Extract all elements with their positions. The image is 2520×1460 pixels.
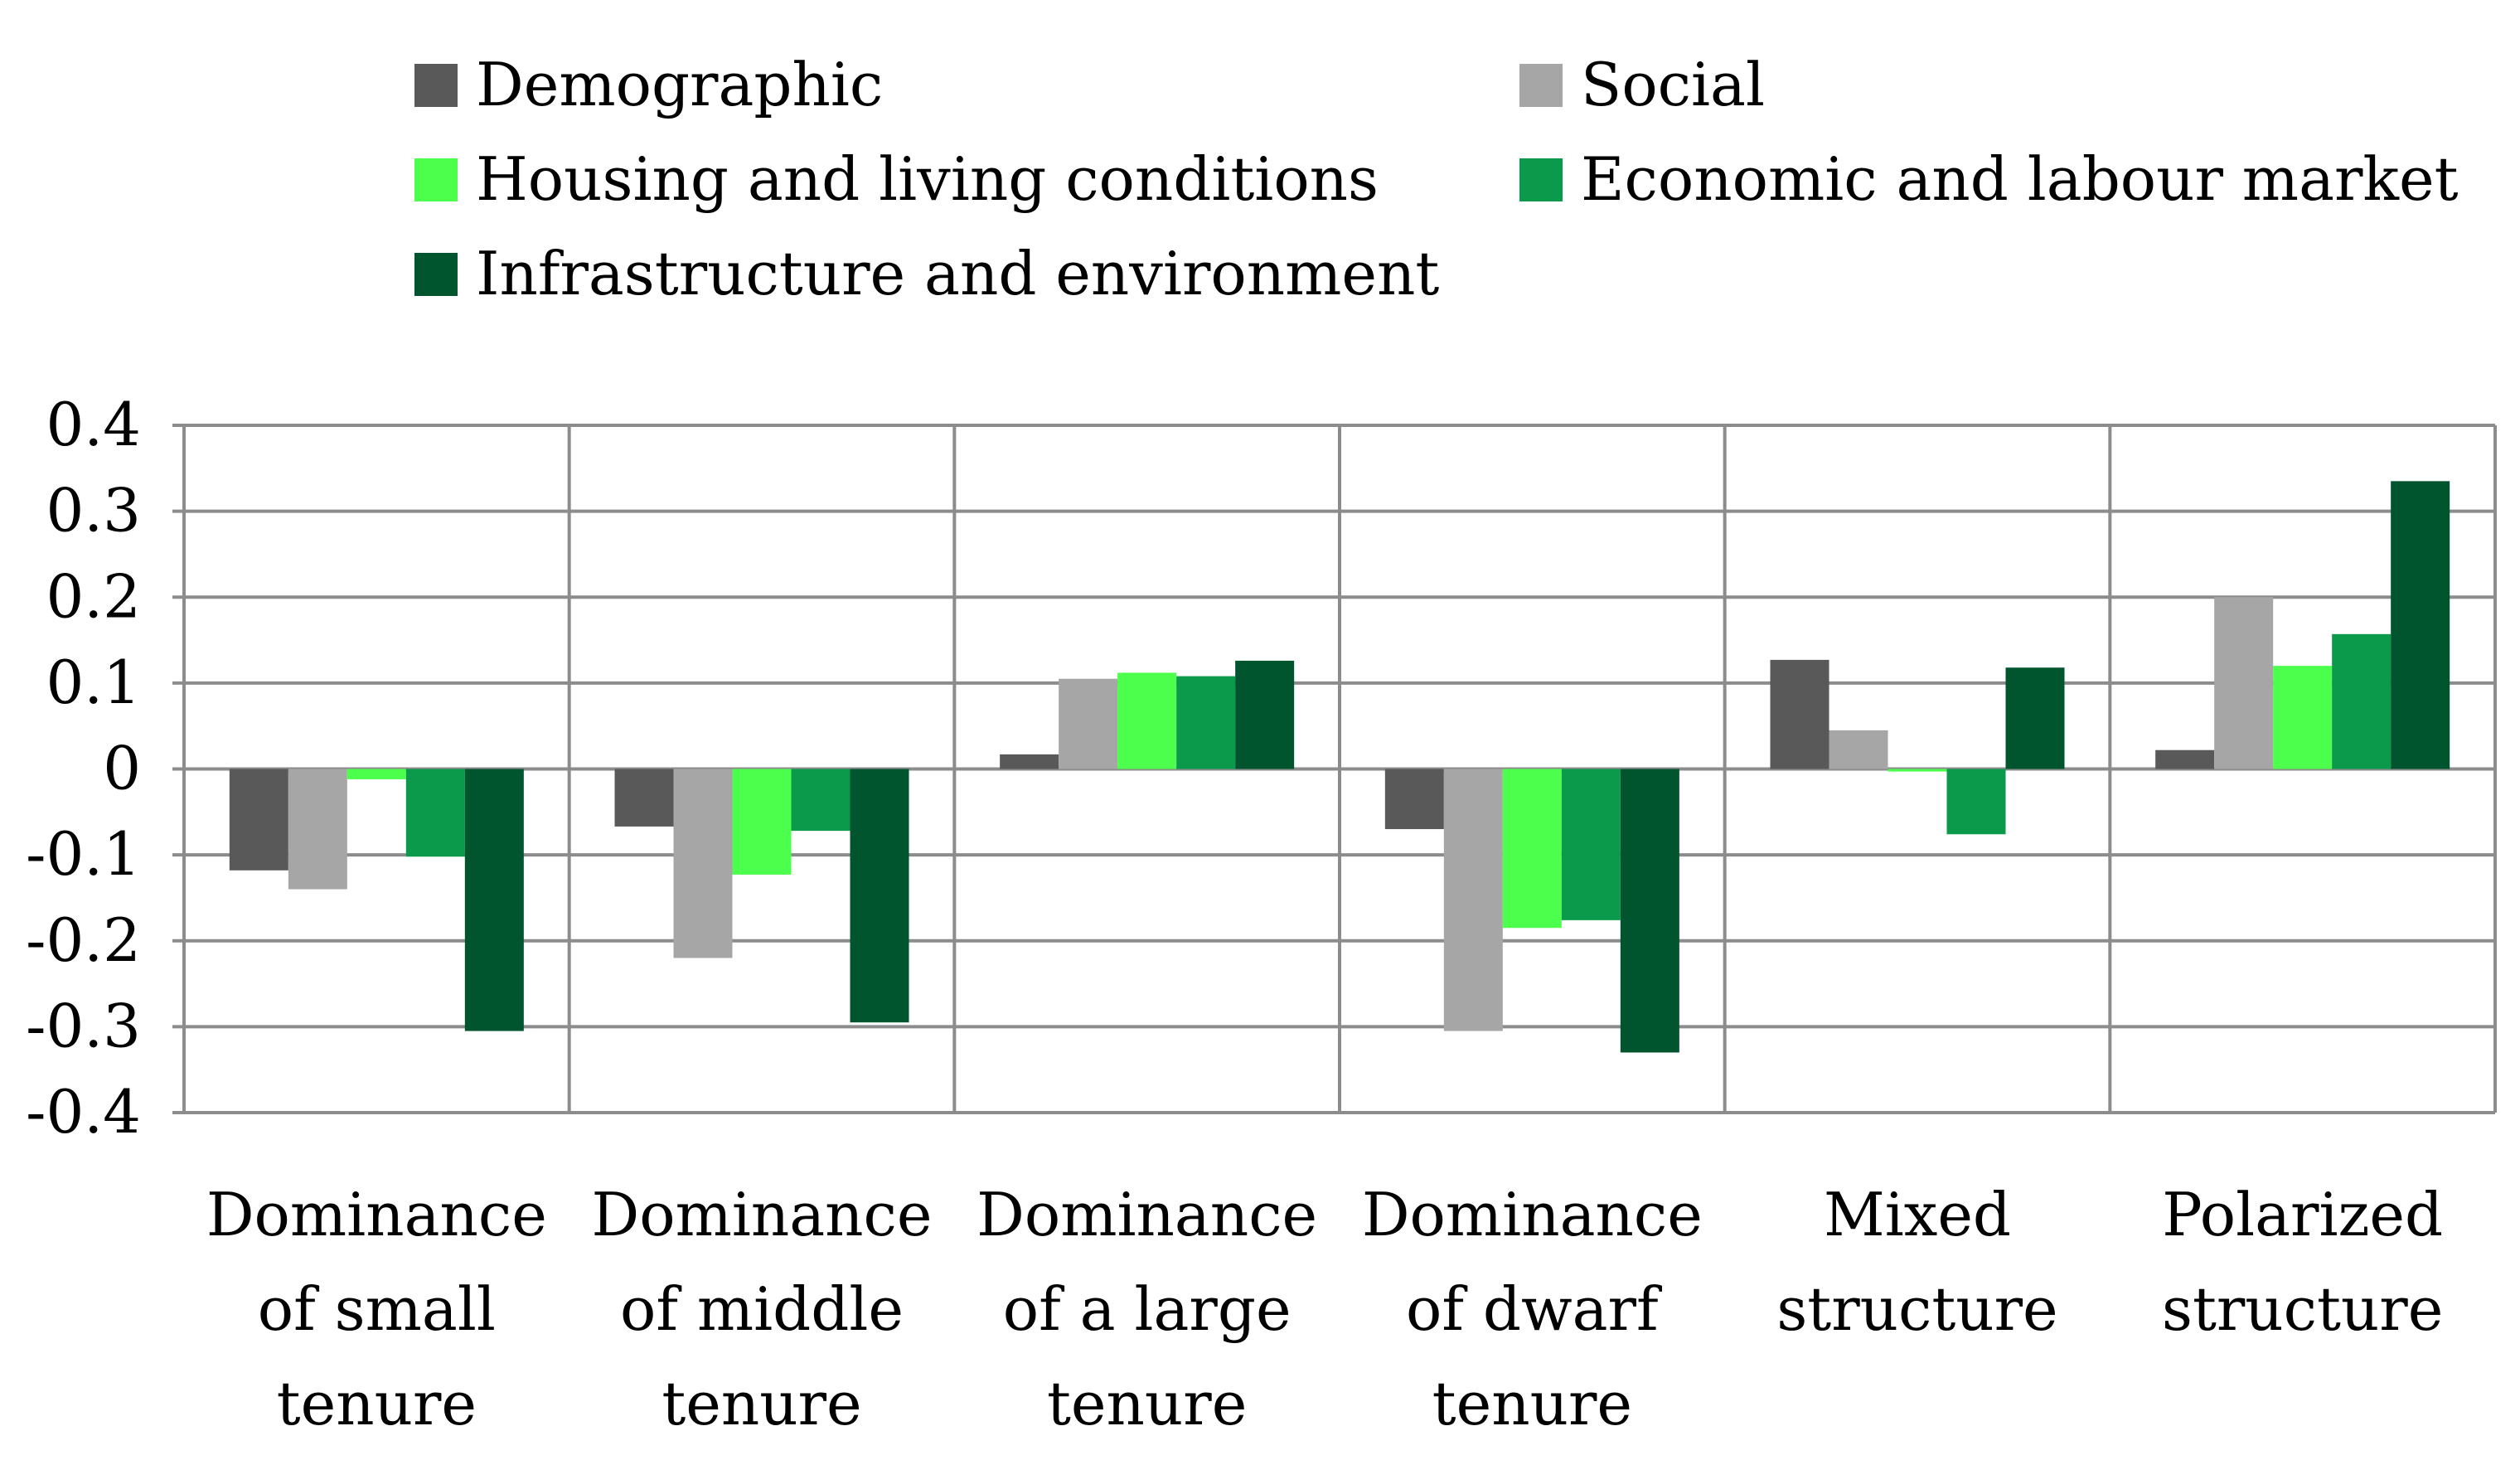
legend-economic-and-labour-market-swatch [1519,158,1563,201]
legend-social-swatch [1519,64,1563,107]
x-tick-labels: Dominance of small tenure Dominance of middl… [206,1180,2443,1438]
bar-cat4-series3 [1946,769,2006,835]
y-tick-label: -0.2 [26,905,141,975]
x-tick-label: tenure [1047,1369,1247,1438]
bar-cat1-series4 [850,769,909,1023]
legend-demographic-swatch [414,64,458,107]
bar-cat0-series2 [346,769,406,779]
bar-cat2-series0 [1000,754,1059,769]
x-tick-label: tenure [277,1369,477,1438]
bar-cat5-series0 [2155,749,2215,769]
y-tick-label: -0.3 [26,991,141,1060]
bar-cat5-series1 [2214,597,2274,769]
x-tick-label: Dominance [976,1180,1317,1249]
legend-housing-and-living-conditions-swatch [414,158,458,201]
legend-demographic-label: Demographic [476,50,883,119]
x-tick-label: structure [2162,1274,2443,1344]
y-tick-label: 0.1 [46,648,141,717]
y-tick-label: -0.1 [26,819,141,889]
x-tick-label: tenure [1432,1369,1632,1438]
x-tick-label: of a large [1003,1274,1292,1344]
bar-cat4-series2 [1888,769,1947,772]
x-tick-label: tenure [662,1369,861,1438]
x-tick-label: of small [258,1274,496,1344]
bar-cat2-series4 [1235,660,1295,769]
bar-cat0-series1 [288,769,347,890]
bar-cat0-series4 [464,769,524,1031]
x-tick-label: structure [1776,1274,2057,1344]
bar-cat0-series3 [405,769,465,857]
bar-cat1-series3 [791,769,850,832]
bar-cat2-series2 [1117,672,1177,769]
x-tick-label: of middle [620,1274,904,1344]
legend: Demographic Social Housing and living cond… [414,50,2459,308]
legend-social-label: Social [1581,50,1765,119]
y-tick-label: 0.3 [46,476,141,546]
legend-housing-and-living-conditions-label: Housing and living conditions [476,144,1379,214]
bar-cat5-series4 [2391,481,2450,769]
bar-cat3-series1 [1443,769,1503,1031]
bar-cat1-series1 [673,769,733,958]
y-tick-label: -0.4 [26,1077,141,1147]
gridlines [184,424,2497,1114]
bar-cat3-series0 [1384,769,1444,830]
bar-cat3-series3 [1561,769,1621,920]
x-tick-label: of dwarf [1406,1274,1662,1344]
y-tick-label: 0.2 [46,561,141,631]
bar-cat2-series1 [1059,678,1118,769]
bar-cat4-series0 [1770,659,1829,769]
x-tick-label: Mixed [1824,1180,2011,1249]
legend-infrastructure-and-environment-swatch [414,253,458,296]
bar-cat4-series1 [1829,730,1888,769]
y-tick-label: 0 [103,734,141,803]
legend-economic-and-labour-market-label: Economic and labour market [1581,144,2459,214]
bar-cat3-series2 [1502,769,1562,929]
bar-cat4-series4 [2005,667,2065,769]
x-tick-label: Dominance [1362,1180,1703,1249]
bar-cat0-series0 [229,769,288,871]
bar-cat3-series4 [1620,769,1679,1053]
bar-cat5-series3 [2332,633,2392,769]
bar-cat1-series0 [614,769,674,827]
bars [229,481,2450,1053]
bar-cat1-series2 [732,769,792,875]
bar-cat5-series2 [2273,666,2333,769]
y-tick-labels: 0.4 0.3 0.2 0.1 0 -0.1 -0.2 -0.3 -0.4 [26,390,141,1147]
bar-cat2-series3 [1176,676,1236,769]
axes [172,424,186,1114]
x-tick-label: Dominance [592,1180,933,1249]
x-tick-label: Dominance [206,1180,547,1249]
y-tick-label: 0.4 [46,390,141,459]
legend-infrastructure-and-environment-label: Infrastructure and environment [476,239,1439,308]
x-tick-label: Polarized [2162,1180,2443,1249]
